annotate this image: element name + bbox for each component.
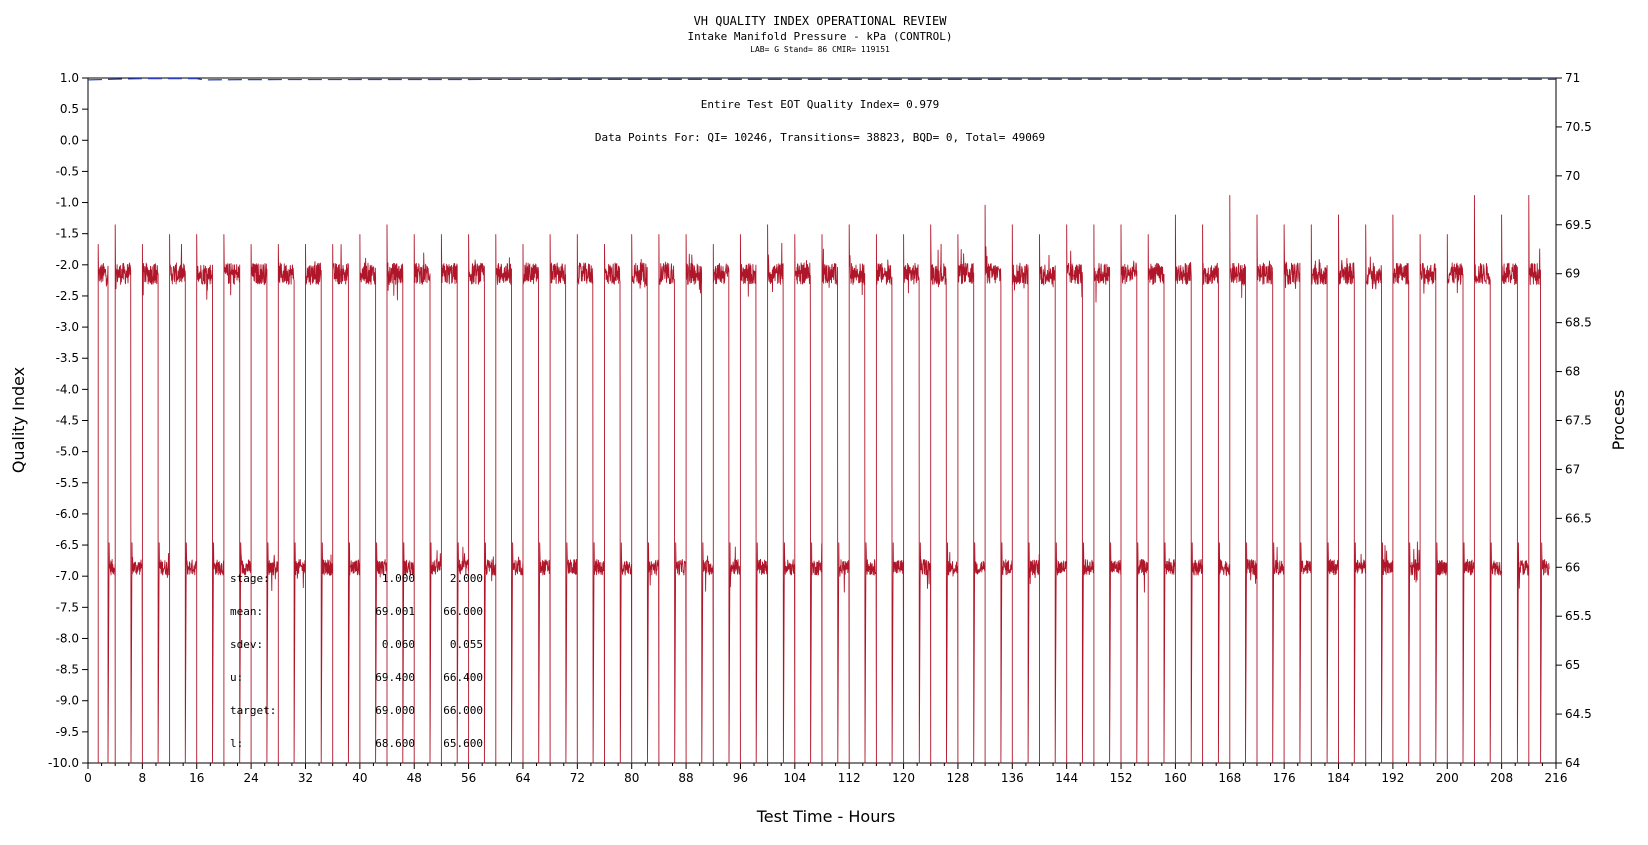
x-tick-label: 0 bbox=[84, 771, 92, 785]
x-tick-label: 144 bbox=[1055, 771, 1078, 785]
x-tick-label: 136 bbox=[1001, 771, 1024, 785]
x-tick-label: 104 bbox=[783, 771, 806, 785]
y-left-tick-label: 0.0 bbox=[60, 133, 79, 147]
y-left-tick-label: -6.5 bbox=[56, 538, 79, 552]
y-left-tick-label: -0.5 bbox=[56, 164, 79, 178]
y-left-tick-label: -8.0 bbox=[56, 631, 79, 645]
x-tick-label: 16 bbox=[189, 771, 204, 785]
stats-table: stage: 1.000 2.000 mean: 69.001 66.000 sdev: 0.… bbox=[230, 572, 483, 750]
y-right-tick-label: 64.5 bbox=[1565, 707, 1592, 721]
x-tick-label: 72 bbox=[570, 771, 585, 785]
y-right-tick-label: 71 bbox=[1565, 71, 1580, 85]
y-right-tick-label: 66.5 bbox=[1565, 511, 1592, 525]
x-tick-label: 32 bbox=[298, 771, 313, 785]
x-tick-label: 176 bbox=[1273, 771, 1296, 785]
y-right-tick-label: 70.5 bbox=[1565, 120, 1592, 134]
chart-subtitle-lab: LAB= G Stand= 86 CMIR= 119151 bbox=[750, 45, 890, 54]
stats-row-stage2: 66.000 bbox=[443, 605, 483, 618]
y-left-tick-label: -3.0 bbox=[56, 320, 79, 334]
y-left-tick-label: -3.5 bbox=[56, 351, 79, 365]
x-tick-label: 208 bbox=[1490, 771, 1513, 785]
stats-row-stage2: 66.000 bbox=[443, 704, 483, 717]
stats-row-stage1: 68.600 bbox=[375, 737, 415, 750]
x-tick-label: 48 bbox=[407, 771, 422, 785]
x-tick-label: 200 bbox=[1436, 771, 1459, 785]
data-points-annotation: Data Points For: QI= 10246, Transitions=… bbox=[595, 131, 1045, 144]
y-axis-left-label: Quality Index bbox=[9, 367, 28, 473]
y-left-tick-label: -6.0 bbox=[56, 507, 79, 521]
x-tick-label: 152 bbox=[1110, 771, 1133, 785]
y-right-tick-label: 69 bbox=[1565, 267, 1580, 281]
y-right-tick-label: 69.5 bbox=[1565, 218, 1592, 232]
y-right-tick-label: 70 bbox=[1565, 169, 1580, 183]
x-tick-label: 192 bbox=[1381, 771, 1404, 785]
chart-subtitle: Intake Manifold Pressure - kPa (CONTROL) bbox=[688, 30, 953, 43]
stats-row-stage1: 69.001 bbox=[375, 605, 415, 618]
x-tick-label: 120 bbox=[892, 771, 915, 785]
stats-row-label: mean: bbox=[230, 605, 263, 618]
x-tick-label: 40 bbox=[352, 771, 367, 785]
process-line bbox=[97, 194, 1550, 764]
y-left-tick-label: 1.0 bbox=[60, 71, 79, 85]
y-right-tick-label: 67.5 bbox=[1565, 414, 1592, 428]
y-left-tick-label: -9.0 bbox=[56, 694, 79, 708]
y-right-tick-label: 68 bbox=[1565, 365, 1580, 379]
y-left-tick-label: -8.5 bbox=[56, 663, 79, 677]
quality-index-series bbox=[87, 78, 1556, 81]
x-tick-label: 128 bbox=[946, 771, 969, 785]
stats-row-stage2: 2.000 bbox=[450, 572, 483, 585]
y-right-tick-label: 65 bbox=[1565, 658, 1580, 672]
stats-row-label: l: bbox=[230, 737, 243, 750]
y-left-tick-label: -7.5 bbox=[56, 600, 79, 614]
y-left-tick-label: -2.5 bbox=[56, 289, 79, 303]
stats-row-stage2: 65.600 bbox=[443, 737, 483, 750]
stats-row-stage1: 69.000 bbox=[375, 704, 415, 717]
y-left-tick-label: -9.5 bbox=[56, 725, 79, 739]
stats-row-stage2: 0.055 bbox=[450, 638, 483, 651]
tick-layer: 0 8 16 24 32 40 48 56 64 72 80 88 96 104 112 120 128 136 1… bbox=[48, 71, 1592, 785]
stats-row-label: sdev: bbox=[230, 638, 263, 651]
y-left-tick-label: -1.5 bbox=[56, 227, 79, 241]
x-tick-label: 112 bbox=[838, 771, 861, 785]
x-axis-label: Test Time - Hours bbox=[756, 807, 896, 826]
x-tick-label: 24 bbox=[243, 771, 258, 785]
y-left-tick-label: -2.0 bbox=[56, 258, 79, 272]
process-series bbox=[97, 194, 1550, 764]
eot-quality-index-annotation: Entire Test EOT Quality Index= 0.979 bbox=[701, 98, 939, 111]
stats-row-label: target: bbox=[230, 704, 276, 717]
y-right-tick-label: 64 bbox=[1565, 756, 1580, 770]
y-left-tick-label: -10.0 bbox=[48, 756, 79, 770]
stats-row-stage1: 1.000 bbox=[382, 572, 415, 585]
x-tick-label: 80 bbox=[624, 771, 639, 785]
y-left-tick-label: 0.5 bbox=[60, 102, 79, 116]
x-tick-label: 88 bbox=[678, 771, 693, 785]
y-left-tick-label: -7.0 bbox=[56, 569, 79, 583]
y-left-tick-label: -5.0 bbox=[56, 445, 79, 459]
y-left-tick-label: -1.0 bbox=[56, 196, 79, 210]
y-right-tick-label: 65.5 bbox=[1565, 609, 1592, 623]
x-tick-label: 64 bbox=[515, 771, 530, 785]
quality-index-line bbox=[87, 78, 1556, 81]
y-right-tick-label: 67 bbox=[1565, 462, 1580, 476]
x-tick-label: 168 bbox=[1218, 771, 1241, 785]
y-right-tick-label: 68.5 bbox=[1565, 316, 1592, 330]
stats-row-label: u: bbox=[230, 671, 243, 684]
y-axis-right-label: Process bbox=[1609, 390, 1628, 451]
x-tick-label: 8 bbox=[139, 771, 147, 785]
y-left-tick-label: -4.0 bbox=[56, 382, 79, 396]
chart-title: VH QUALITY INDEX OPERATIONAL REVIEW bbox=[694, 14, 948, 28]
stats-row-stage1: 69.400 bbox=[375, 671, 415, 684]
stats-row-label: stage: bbox=[230, 572, 270, 585]
stats-row-stage2: 66.400 bbox=[443, 671, 483, 684]
x-tick-label: 96 bbox=[733, 771, 748, 785]
y-left-tick-label: -5.5 bbox=[56, 476, 79, 490]
x-tick-label: 56 bbox=[461, 771, 476, 785]
x-tick-label: 216 bbox=[1545, 771, 1568, 785]
x-tick-label: 160 bbox=[1164, 771, 1187, 785]
y-left-tick-label: -4.5 bbox=[56, 414, 79, 428]
x-tick-label: 184 bbox=[1327, 771, 1350, 785]
y-right-tick-label: 66 bbox=[1565, 560, 1580, 574]
stats-row-stage1: 0.060 bbox=[382, 638, 415, 651]
